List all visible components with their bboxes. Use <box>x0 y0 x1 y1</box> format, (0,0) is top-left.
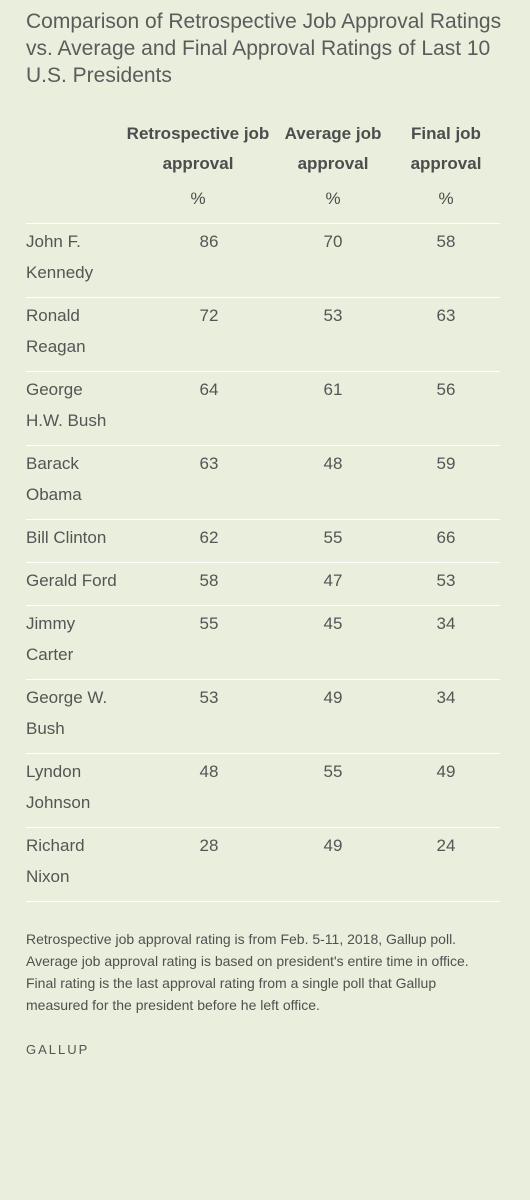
final-value: 34 <box>392 605 500 680</box>
column-header-retrospective: Retrospective job approval <box>126 124 270 173</box>
average-value: 55 <box>274 519 392 563</box>
table-row: Bill Clinton 62 55 66 <box>26 519 500 563</box>
retrospective-value: 72 <box>122 297 274 372</box>
table-body: John F. Kennedy 86 70 58 Ronald Reagan 72 53 63… <box>26 223 500 902</box>
president-name: Richard Nixon <box>26 827 122 902</box>
president-name: Lyndon Johnson <box>26 753 122 828</box>
chart-title: Comparison of Retrospective Job Approval… <box>26 10 502 87</box>
average-value: 48 <box>274 445 392 520</box>
president-name: Jimmy Carter <box>26 605 122 680</box>
table-row: Richard Nixon 28 49 24 <box>26 827 500 902</box>
president-name: John F. Kennedy <box>26 223 122 298</box>
column-header-final: Final job approval <box>410 124 482 173</box>
unit-label: % <box>274 187 392 224</box>
final-value: 53 <box>392 562 500 606</box>
header-blank <box>26 119 122 187</box>
average-value: 49 <box>274 679 392 754</box>
source-logo: GALLUP <box>26 1042 90 1057</box>
average-value: 47 <box>274 562 392 606</box>
unit-blank <box>26 187 122 224</box>
average-value: 49 <box>274 827 392 902</box>
retrospective-value: 64 <box>122 371 274 446</box>
retrospective-value: 48 <box>122 753 274 828</box>
header-row: Retrospective job approval Average job a… <box>26 119 500 187</box>
final-value: 34 <box>392 679 500 754</box>
table-row: Gerald Ford 58 47 53 <box>26 562 500 606</box>
retrospective-value: 28 <box>122 827 274 902</box>
retrospective-value: 63 <box>122 445 274 520</box>
retrospective-value: 86 <box>122 223 274 298</box>
average-value: 61 <box>274 371 392 446</box>
unit-label: % <box>122 187 274 224</box>
final-value: 24 <box>392 827 500 902</box>
final-value: 66 <box>392 519 500 563</box>
retrospective-value: 62 <box>122 519 274 563</box>
retrospective-value: 55 <box>122 605 274 680</box>
approval-table: Retrospective job approval Average job a… <box>26 119 500 902</box>
table-row: George W. Bush 53 49 34 <box>26 679 500 754</box>
final-value: 56 <box>392 371 500 446</box>
retrospective-value: 53 <box>122 679 274 754</box>
final-value: 49 <box>392 753 500 828</box>
table-row: Jimmy Carter 55 45 34 <box>26 605 500 680</box>
president-name: Bill Clinton <box>26 519 122 563</box>
president-name: Gerald Ford <box>26 562 122 606</box>
table-row: George H.W. Bush 64 61 56 <box>26 371 500 446</box>
average-value: 53 <box>274 297 392 372</box>
president-name: George W. Bush <box>26 679 122 754</box>
president-name: George H.W. Bush <box>26 371 122 446</box>
unit-label: % <box>392 187 500 224</box>
final-value: 63 <box>392 297 500 372</box>
table-row: Lyndon Johnson 48 55 49 <box>26 753 500 828</box>
president-name: Barack Obama <box>26 445 122 520</box>
footnote: Retrospective job approval rating is fro… <box>26 931 469 1013</box>
retrospective-value: 58 <box>122 562 274 606</box>
final-value: 59 <box>392 445 500 520</box>
unit-row: % % % <box>26 187 500 224</box>
average-value: 45 <box>274 605 392 680</box>
president-name: Ronald Reagan <box>26 297 122 372</box>
table-row: Ronald Reagan 72 53 63 <box>26 297 500 372</box>
column-header-average: Average job approval <box>284 124 382 173</box>
table-row: John F. Kennedy 86 70 58 <box>26 223 500 298</box>
average-value: 70 <box>274 223 392 298</box>
average-value: 55 <box>274 753 392 828</box>
table-row: Barack Obama 63 48 59 <box>26 445 500 520</box>
final-value: 58 <box>392 223 500 298</box>
